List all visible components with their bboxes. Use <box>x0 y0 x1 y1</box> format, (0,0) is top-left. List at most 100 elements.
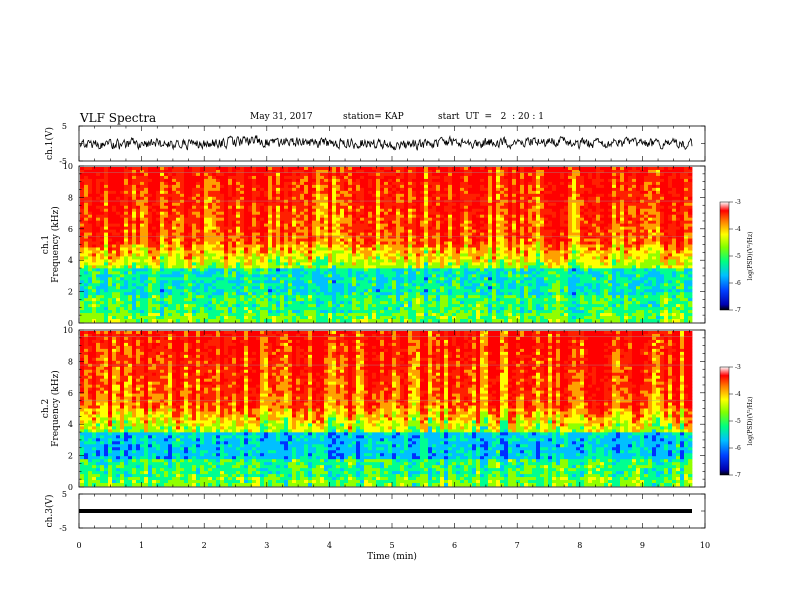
spectrogram-cell <box>116 304 121 308</box>
spectrogram-cell <box>96 316 101 320</box>
spectrogram-cell <box>100 244 105 248</box>
spectrogram-cell <box>224 238 229 242</box>
spectrogram-cell <box>196 220 201 225</box>
spectrogram-cell <box>348 232 353 236</box>
spectrogram-cell <box>400 169 405 174</box>
spectrogram-cell <box>412 262 417 266</box>
spectrogram-cell <box>200 313 205 317</box>
spectrogram-cell <box>316 241 321 245</box>
spectrogram-cell <box>420 283 425 287</box>
spectrogram-cell <box>240 202 245 207</box>
spectrogram-cell <box>100 316 105 320</box>
spectrogram-cell <box>236 304 241 308</box>
spectrogram-cell <box>252 283 257 287</box>
spectrogram-cell <box>324 289 329 293</box>
spectrogram-cell <box>460 244 465 248</box>
spectrogram-cell <box>336 199 341 204</box>
spectrogram-cell <box>380 175 385 180</box>
spectrogram-cell <box>148 187 153 192</box>
spectrogram-cell <box>392 205 397 210</box>
spectrogram-cell <box>248 167 253 171</box>
spectrogram-cell <box>372 268 377 272</box>
spectrogram-cell <box>276 217 281 222</box>
spectrogram-cell <box>296 226 301 230</box>
spectrogram-cell <box>412 232 417 236</box>
spectrogram-cell <box>252 307 257 311</box>
spectrogram-cell <box>304 205 309 210</box>
spectrogram-cell <box>324 319 329 323</box>
spectrogram-cell <box>88 277 93 281</box>
spectrogram-cell <box>352 226 357 230</box>
spectrogram-cell <box>312 292 317 296</box>
spectrogram-cell <box>448 205 453 210</box>
spectrogram-cell <box>164 193 169 198</box>
spectrogram-cell <box>264 307 269 311</box>
spectrogram-cell <box>308 217 313 222</box>
spectrogram-cell <box>288 226 293 230</box>
spectrogram-cell <box>260 169 265 174</box>
spectrogram-cell <box>184 238 189 242</box>
spectrogram-cell <box>268 310 273 314</box>
spectrogram-cell <box>412 220 417 225</box>
spectrogram-cell <box>312 199 317 204</box>
spectrogram-cell <box>412 199 417 204</box>
spectrogram-cell <box>440 244 445 248</box>
spectrogram-cell <box>192 184 197 189</box>
spectrogram-cell <box>332 172 337 177</box>
spectrogram-cell <box>404 301 409 305</box>
spectrogram-cell <box>280 190 285 195</box>
spectrogram-cell <box>172 172 177 177</box>
spectrogram-cell <box>148 175 153 180</box>
spectrogram-cell <box>196 256 201 260</box>
spectrogram-cell <box>272 304 277 308</box>
spectrogram-cell <box>376 304 381 308</box>
spectrogram-cell <box>196 241 201 245</box>
spectrogram-cell <box>124 169 129 174</box>
spectrogram-cell <box>316 289 321 293</box>
spectrogram-cell <box>168 310 173 314</box>
spectrogram-cell <box>256 184 261 189</box>
spectrogram-cell <box>116 226 121 230</box>
spectrogram-cell <box>424 304 429 308</box>
spectrogram-cell <box>136 175 141 180</box>
spectrogram-cell <box>108 238 113 242</box>
spectrogram-cell <box>452 283 457 287</box>
spectrogram-cell <box>332 217 337 222</box>
spectrogram-cell <box>168 286 173 290</box>
spectrogram-cell <box>436 295 441 299</box>
spectrogram-cell <box>424 301 429 305</box>
spectrogram-cell <box>220 241 225 245</box>
spectrogram-cell <box>392 271 397 275</box>
spectrogram-cell <box>412 190 417 195</box>
spectrogram-cell <box>336 250 341 254</box>
spectrogram-cell <box>348 214 353 219</box>
spectrogram-cell <box>116 241 121 245</box>
spectrogram-cell <box>340 310 345 314</box>
spectrogram-cell <box>132 241 137 245</box>
spectrogram-cell <box>228 217 233 222</box>
spectrogram-cell <box>292 295 297 299</box>
spectrogram-cell <box>376 193 381 198</box>
spectrogram-cell <box>436 211 441 216</box>
spectrogram-cell <box>292 319 297 323</box>
spectrogram-cell <box>196 232 201 236</box>
spectrogram-cell <box>144 199 149 204</box>
spectrogram-cell <box>404 286 409 290</box>
spectrogram-cell <box>300 319 305 323</box>
spectrogram-cell <box>288 286 293 290</box>
spectrogram-cell <box>420 184 425 189</box>
spectrogram-cell <box>400 277 405 281</box>
spectrogram-cell <box>132 235 137 239</box>
spectrogram-cell <box>460 256 465 260</box>
spectrogram-cell <box>348 196 353 201</box>
spectrogram-cell <box>392 286 397 290</box>
spectrogram-cell <box>320 196 325 201</box>
spectrogram-cell <box>452 268 457 272</box>
spectrogram-cell <box>108 307 113 311</box>
spectrogram-cell <box>440 172 445 177</box>
spectrogram-cell <box>404 295 409 299</box>
spectrogram-cell <box>120 238 125 242</box>
spectrogram-cell <box>88 250 93 254</box>
spectrogram-cell <box>396 199 401 204</box>
spectrogram-cell <box>140 313 145 317</box>
